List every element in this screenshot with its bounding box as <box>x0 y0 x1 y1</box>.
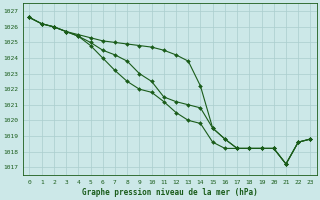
X-axis label: Graphe pression niveau de la mer (hPa): Graphe pression niveau de la mer (hPa) <box>82 188 258 197</box>
